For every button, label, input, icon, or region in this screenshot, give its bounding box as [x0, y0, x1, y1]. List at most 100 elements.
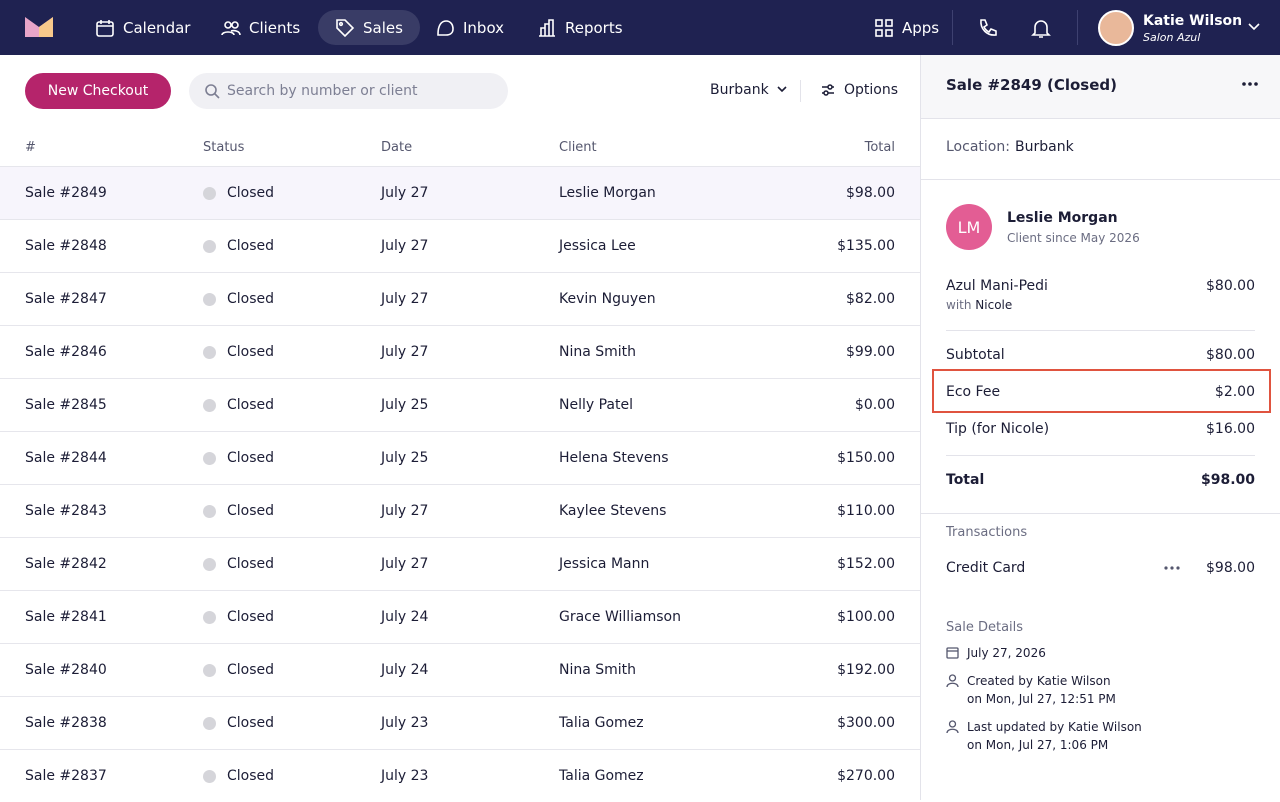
sale-total: $82.00 — [846, 291, 895, 307]
client-name: Jessica Mann — [559, 556, 650, 572]
separator — [800, 80, 801, 102]
status-dot — [203, 452, 216, 465]
updated-by: Last updated by Katie Wilson — [967, 720, 1142, 734]
button-label: New Checkout — [47, 83, 149, 99]
nav-reports[interactable]: Reports — [520, 10, 640, 45]
sale-row[interactable]: Sale #2846 Closed July 27 Nina Smith $99.00 — [0, 325, 920, 378]
sale-row[interactable]: Sale #2847 Closed July 27 Kevin Nguyen $82.0… — [0, 272, 920, 325]
salon-name: Salon Azul — [1143, 31, 1201, 44]
client-name: Kevin Nguyen — [559, 291, 656, 307]
sale-row[interactable]: Sale #2844 Closed July 25 Helena Stevens $15… — [0, 431, 920, 484]
sale-date: July 23 — [381, 768, 429, 784]
user-avatar[interactable] — [1098, 10, 1134, 46]
client-name: Nina Smith — [559, 344, 637, 360]
sale-row[interactable]: Sale #2838 Closed July 23 Talia Gomez $300.0… — [0, 696, 920, 749]
sale-row[interactable]: Sale #2848 Closed July 27 Jessica Lee $135.0… — [0, 219, 920, 272]
sale-date: July 27 — [381, 503, 429, 519]
column-header: # — [25, 140, 36, 155]
service-price: $80.00 — [1206, 278, 1255, 294]
transaction-method: Credit Card — [946, 560, 1026, 576]
created-at: on Mon, Jul 27, 12:51 PM — [967, 692, 1116, 706]
phone-icon[interactable] — [978, 18, 998, 38]
divider — [921, 513, 1280, 514]
status-dot — [203, 240, 216, 253]
line-amount: $2.00 — [1214, 384, 1255, 400]
user-menu-caret[interactable] — [1248, 22, 1260, 32]
sale-status: Closed — [227, 344, 275, 360]
nav-clients[interactable]: Clients — [204, 10, 317, 45]
line-label: Eco Fee — [946, 384, 1001, 400]
sales-list: New Checkout Search by number or client … — [0, 55, 920, 800]
divider — [921, 118, 1280, 119]
highlight-box — [932, 369, 1271, 413]
nav-calendar[interactable]: Calendar — [78, 10, 207, 45]
location-select[interactable]: Burbank — [710, 82, 787, 98]
more-button[interactable] — [1242, 82, 1258, 86]
sale-status: Closed — [227, 450, 275, 466]
sale-row[interactable]: Sale #2849 Closed July 27 Leslie Morgan $98.… — [0, 166, 920, 219]
sale-total: $99.00 — [846, 344, 895, 360]
sale-row[interactable]: Sale #2843 Closed July 27 Kaylee Stevens $11… — [0, 484, 920, 537]
sale-date: July 27 — [381, 556, 429, 572]
sale-number: Sale #2845 — [25, 397, 107, 413]
sale-total: $270.00 — [837, 768, 895, 784]
sale-total: $135.00 — [837, 238, 895, 254]
sale-number: Sale #2849 — [25, 185, 107, 201]
sale-number: Sale #2838 — [25, 715, 107, 731]
nav-apps[interactable]: Apps — [857, 10, 956, 45]
column-header: Date — [381, 140, 413, 155]
search-input[interactable]: Search by number or client — [189, 73, 508, 109]
nav-inbox[interactable]: Inbox — [418, 10, 521, 45]
client-name[interactable]: Leslie Morgan — [1007, 210, 1118, 226]
logo[interactable] — [25, 17, 53, 37]
service-name: Azul Mani-Pedi — [946, 278, 1048, 294]
transaction-more[interactable] — [1164, 566, 1180, 570]
client-name: Grace Williamson — [559, 609, 681, 625]
options-button[interactable]: Options — [821, 82, 898, 98]
sale-total: $150.00 — [837, 450, 895, 466]
sale-status: Closed — [227, 185, 275, 201]
bell-icon[interactable] — [1031, 18, 1051, 38]
sale-row[interactable]: Sale #2837 Closed July 23 Talia Gomez $270.0… — [0, 749, 920, 802]
sale-number: Sale #2844 — [25, 450, 107, 466]
sale-date: July 25 — [381, 397, 429, 413]
status-dot — [203, 611, 216, 624]
sale-number: Sale #2841 — [25, 609, 107, 625]
line-amount: $80.00 — [1206, 347, 1255, 363]
nav-label: Inbox — [463, 18, 505, 37]
status-dot — [203, 664, 216, 677]
nav-sales[interactable]: Sales — [318, 10, 420, 45]
sale-date: July 25 — [381, 450, 429, 466]
sale-total: $110.00 — [837, 503, 895, 519]
sale-row[interactable]: Sale #2842 Closed July 27 Jessica Mann $152.… — [0, 537, 920, 590]
nav-label: Sales — [363, 18, 403, 37]
divider — [921, 179, 1280, 180]
status-dot — [203, 558, 216, 571]
nav-label: Apps — [902, 18, 940, 37]
sale-date: July 27 — [381, 291, 429, 307]
person-icon — [946, 674, 959, 687]
sale-status: Closed — [227, 768, 275, 784]
sale-status: Closed — [227, 556, 275, 572]
total-label: Total — [946, 472, 985, 488]
sale-row[interactable]: Sale #2841 Closed July 24 Grace Williamson $… — [0, 590, 920, 643]
status-dot — [203, 770, 216, 783]
sale-number: Sale #2837 — [25, 768, 107, 784]
location-label: Location: — [946, 139, 1010, 155]
client-since: Client since May 2026 — [1007, 231, 1140, 245]
sale-number: Sale #2843 — [25, 503, 107, 519]
sale-row[interactable]: Sale #2840 Closed July 24 Nina Smith $192.00 — [0, 643, 920, 696]
divider — [946, 330, 1255, 331]
divider — [946, 455, 1255, 456]
sale-status: Closed — [227, 662, 275, 678]
nav-label: Clients — [249, 18, 301, 37]
sale-date: July 27 — [381, 185, 429, 201]
with-label: with — [946, 298, 972, 312]
user-name: Katie Wilson — [1143, 13, 1243, 29]
sale-date: July 23 — [381, 715, 429, 731]
sale-row[interactable]: Sale #2845 Closed July 25 Nelly Patel $0.00 — [0, 378, 920, 431]
nav-label: Calendar — [123, 18, 191, 37]
sale-status: Closed — [227, 291, 275, 307]
new-checkout-button[interactable]: New Checkout — [25, 73, 171, 109]
sale-status: Closed — [227, 238, 275, 254]
